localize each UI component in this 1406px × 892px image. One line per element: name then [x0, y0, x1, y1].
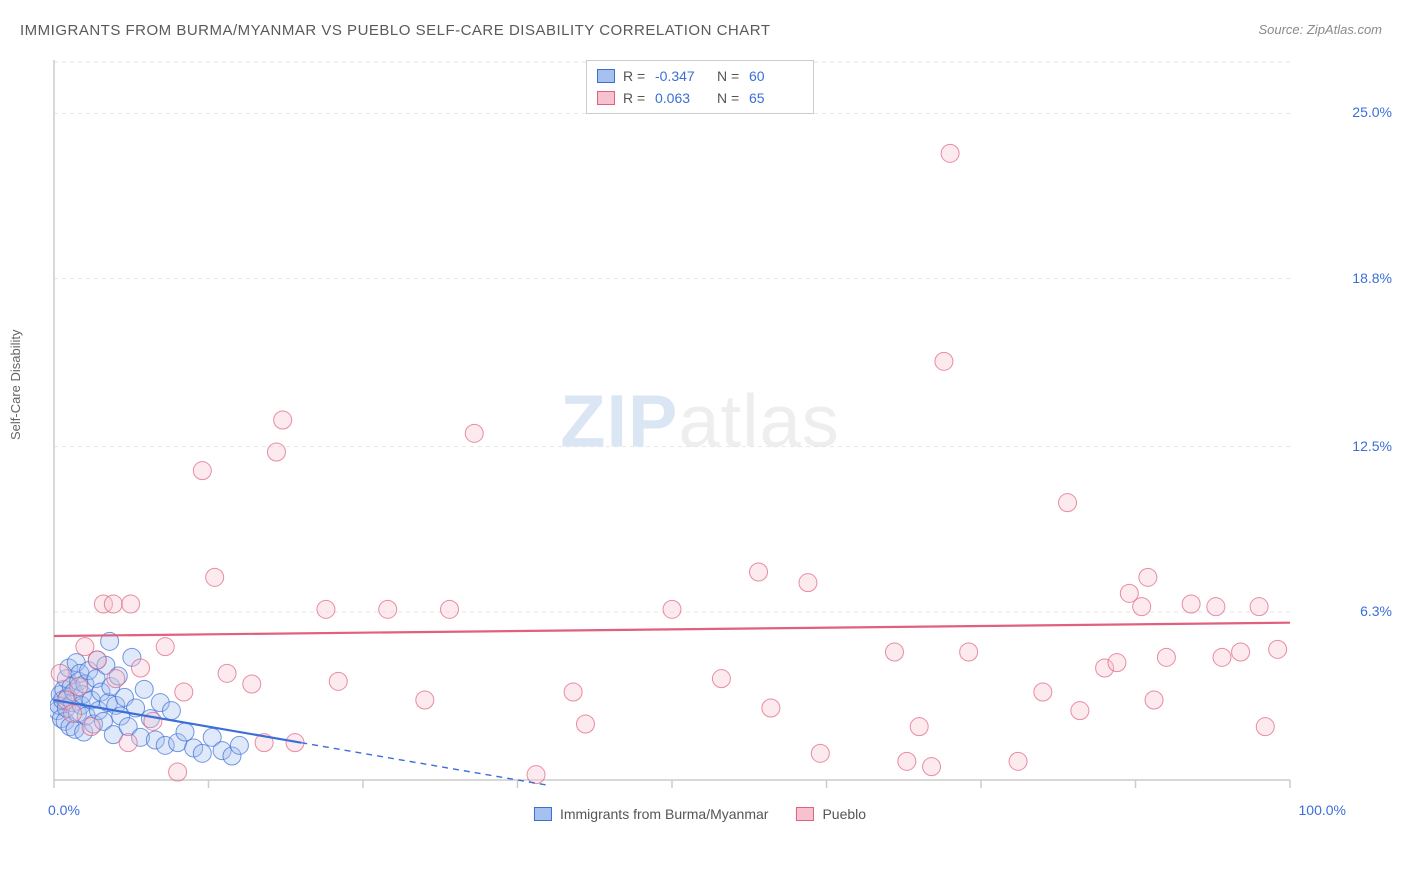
n-value: 65	[749, 90, 803, 106]
n-value: 60	[749, 68, 803, 84]
r-label: R =	[623, 90, 647, 106]
y-tick-label: 18.8%	[1352, 270, 1392, 286]
legend-swatch-icon	[597, 69, 615, 83]
r-value: 0.063	[655, 90, 709, 106]
r-label: R =	[623, 68, 647, 84]
y-tick-label: 6.3%	[1360, 603, 1392, 619]
source-attribution: Source: ZipAtlas.com	[1258, 22, 1382, 37]
legend-swatch-icon	[796, 807, 814, 821]
legend-swatch-icon	[597, 91, 615, 105]
legend-series: Immigrants from Burma/Myanmar Pueblo	[534, 806, 866, 822]
legend-correlation: R = -0.347 N = 60 R = 0.063 N = 65	[586, 60, 814, 114]
x-tick-label: 0.0%	[48, 802, 80, 818]
legend-row: R = 0.063 N = 65	[597, 87, 803, 109]
legend-item: Immigrants from Burma/Myanmar	[534, 806, 768, 822]
y-tick-label: 12.5%	[1352, 438, 1392, 454]
y-tick-label: 25.0%	[1352, 104, 1392, 120]
legend-swatch-icon	[534, 807, 552, 821]
chart-area: ZIPatlas R = -0.347 N = 60 R = 0.063 N =…	[50, 56, 1350, 816]
legend-label: Immigrants from Burma/Myanmar	[560, 806, 768, 822]
n-label: N =	[717, 90, 741, 106]
chart-svg	[50, 56, 1350, 816]
y-axis-label: Self-Care Disability	[8, 329, 23, 440]
x-tick-label: 100.0%	[1299, 802, 1346, 818]
legend-label: Pueblo	[822, 806, 866, 822]
n-label: N =	[717, 68, 741, 84]
legend-item: Pueblo	[796, 806, 866, 822]
r-value: -0.347	[655, 68, 709, 84]
legend-row: R = -0.347 N = 60	[597, 65, 803, 87]
chart-title: IMMIGRANTS FROM BURMA/MYANMAR VS PUEBLO …	[20, 22, 771, 39]
